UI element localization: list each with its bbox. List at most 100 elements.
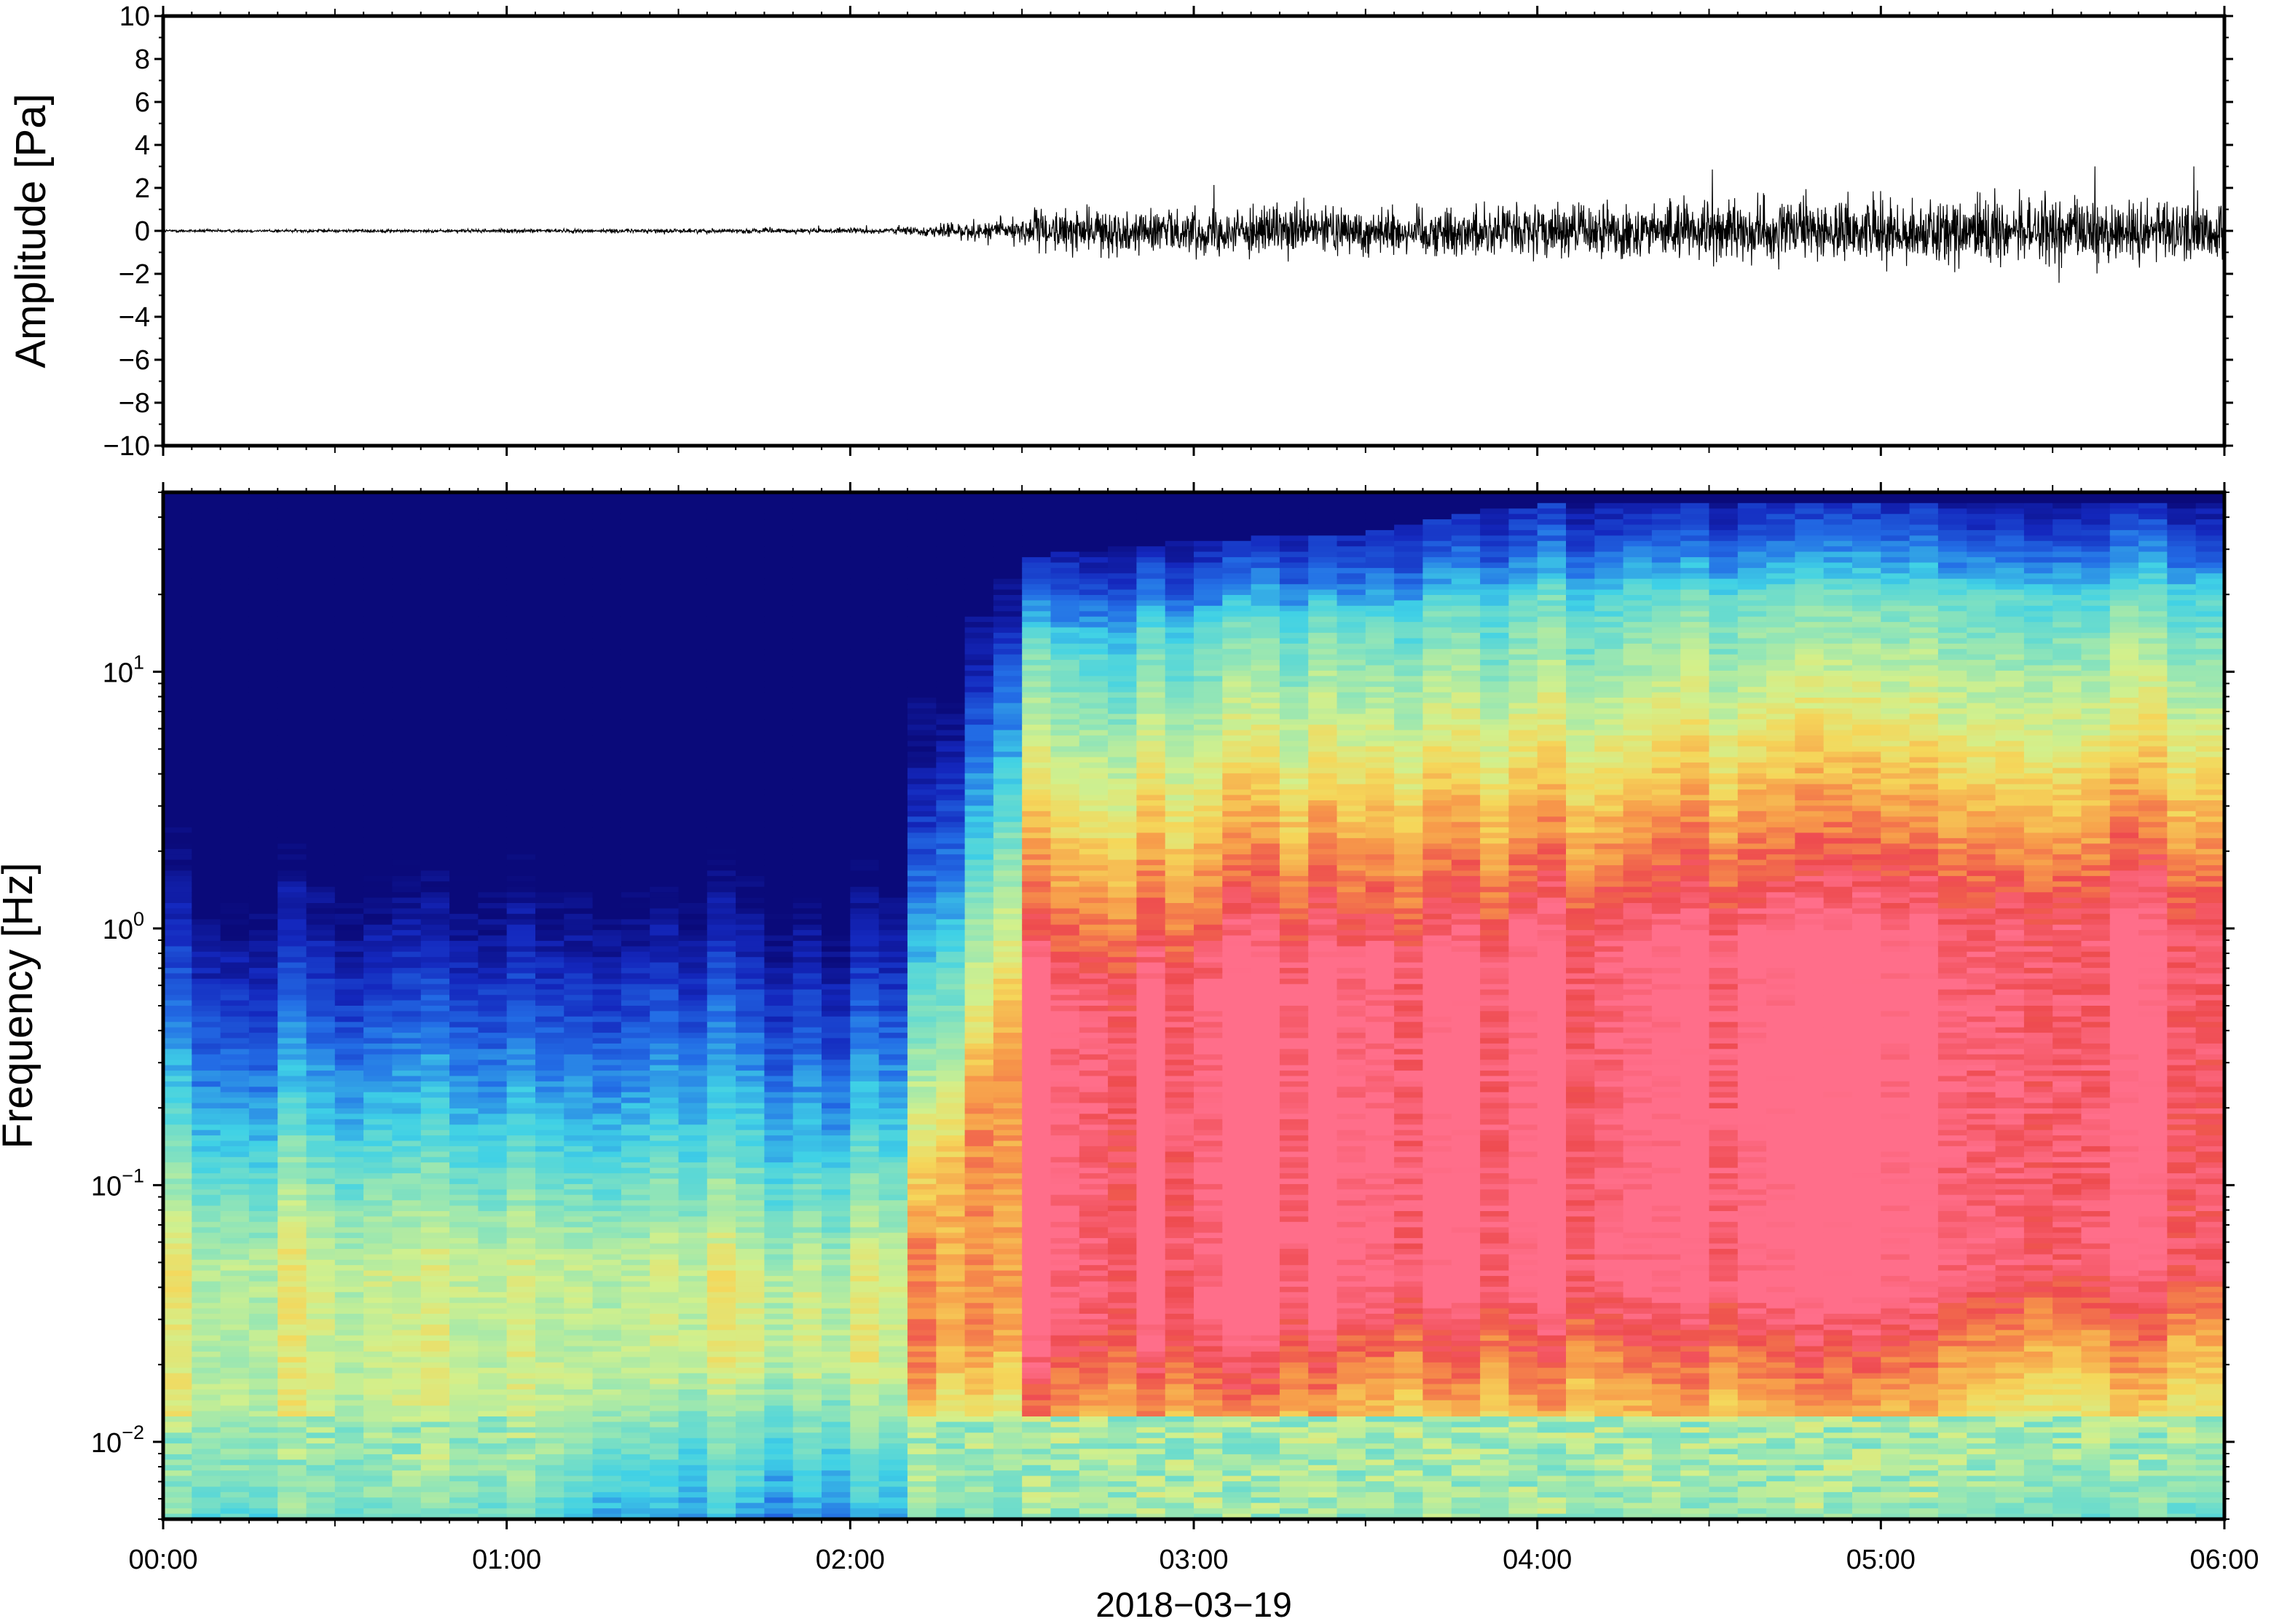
spectrogram-cell (278, 524, 307, 531)
spectrogram-cell (621, 638, 650, 645)
spectrogram-cell (248, 1200, 278, 1207)
spectrogram-cell (278, 670, 307, 677)
spectrogram-cell (650, 854, 680, 861)
spectrogram-cell (650, 1379, 680, 1385)
spectrogram-cell (334, 1124, 364, 1131)
spectrogram-cell (592, 578, 622, 585)
spectrogram-cell (764, 1183, 794, 1191)
spectrogram-cell (535, 1081, 565, 1088)
spectrogram-cell (363, 935, 393, 942)
spectrogram-cell (822, 567, 851, 575)
spectrogram-cell (678, 1303, 708, 1309)
spectrogram-cell (878, 622, 908, 628)
spectrogram-cell (850, 557, 880, 564)
spectrogram-cell (707, 1254, 736, 1261)
spectrogram-cell (621, 529, 650, 537)
spectrogram-cell (650, 978, 680, 985)
spectrogram-cell (306, 1205, 336, 1212)
spectrogram-cell (449, 1027, 479, 1033)
spectrogram-cell (334, 1335, 364, 1341)
spectrogram-cell (678, 1151, 708, 1158)
spectrogram-cell (192, 1200, 221, 1207)
spectrogram-cell (163, 1286, 193, 1293)
spectrogram-cell (506, 584, 536, 591)
spectrogram-cell (363, 1303, 393, 1309)
spectrogram-cell (449, 595, 479, 602)
spectrogram-cell (192, 1151, 221, 1158)
spectrogram-cell (792, 811, 822, 817)
spectrogram-cell (678, 1276, 708, 1282)
spectrogram-cell (363, 1232, 393, 1239)
spectrogram-cell (478, 854, 508, 861)
spectrogram-cell (736, 1054, 765, 1060)
spectrogram-cell (506, 1491, 536, 1499)
spectrogram-cell (192, 1286, 221, 1293)
spectrogram-cell (392, 1270, 422, 1277)
spectrogram-cell (420, 1475, 450, 1482)
spectrogram-cell (449, 1411, 479, 1417)
spectrogram-cell (306, 540, 336, 547)
spectrogram-cell (392, 1292, 422, 1298)
spectrogram-cell (736, 973, 765, 979)
spectrogram-cell (306, 573, 336, 580)
spectrogram-cell (392, 540, 422, 547)
spectrogram-cell (278, 1389, 307, 1396)
spectrogram-cell (478, 875, 508, 883)
spectrogram-cell (478, 1151, 508, 1158)
spectrogram-cell (420, 951, 450, 958)
spectrogram-cell (334, 1113, 364, 1120)
spectrogram-cell (363, 741, 393, 747)
spectrogram-cell (334, 1502, 364, 1509)
spectrogram-cell (707, 1049, 736, 1055)
spectrogram-cell (306, 1438, 336, 1444)
spectrogram-cell (506, 1286, 536, 1293)
spectrogram-cell (592, 524, 622, 531)
spectrogram-cell (822, 1481, 851, 1488)
spectrogram-cell (306, 546, 336, 553)
spectrogram-cell (420, 908, 450, 915)
spectrogram-cell (392, 1194, 422, 1201)
spectrogram-cell (334, 660, 364, 666)
spectrogram-cell (478, 605, 508, 612)
spectrogram-cell (792, 1043, 822, 1050)
spectrogram-cell (506, 1508, 536, 1515)
spectrogram-cell (592, 1491, 622, 1499)
spectrogram-cell (506, 1071, 536, 1077)
spectrogram-cell (392, 1351, 422, 1358)
spectrogram-cell (392, 1330, 422, 1336)
spectrogram-cell (792, 762, 822, 769)
spectrogram-cell (822, 1221, 851, 1228)
spectrogram-cell (822, 1303, 851, 1309)
spectrogram-cell (621, 1124, 650, 1131)
spectrogram-cell (278, 622, 307, 628)
spectrogram-cell (478, 638, 508, 645)
spectrogram-cell (736, 719, 765, 725)
spectrogram-cell (736, 919, 765, 926)
spectrogram-cell (621, 497, 650, 504)
spectrogram-cell (707, 973, 736, 979)
spectrogram-cell (306, 1297, 336, 1304)
spectrogram-cell (306, 649, 336, 655)
spectrogram-cell (478, 1167, 508, 1174)
spectrogram-cell (822, 1254, 851, 1261)
spectrogram-cell (822, 1124, 851, 1131)
spectrogram-cell (506, 1162, 536, 1169)
spectrogram-cell (163, 800, 193, 807)
spectrogram-cell (792, 492, 822, 499)
spectrogram-cell (163, 508, 193, 515)
spectrogram-cell (334, 703, 364, 709)
spectrogram-cell (764, 627, 794, 634)
spectrogram-cell (764, 805, 794, 812)
spectrogram-cell (535, 584, 565, 591)
spectrogram-cell (478, 676, 508, 682)
spectrogram-cell (220, 935, 250, 942)
spectrogram-cell (535, 1411, 565, 1417)
spectrogram-cell (850, 859, 880, 866)
spectrogram-cell (506, 1248, 536, 1256)
spectrogram-cell (449, 1427, 479, 1433)
spectrogram-cell (278, 1400, 307, 1406)
spectrogram-cell (764, 524, 794, 531)
spectrogram-cell (850, 870, 880, 877)
spectrogram-cell (363, 1211, 393, 1218)
spectrogram-cell (363, 800, 393, 807)
